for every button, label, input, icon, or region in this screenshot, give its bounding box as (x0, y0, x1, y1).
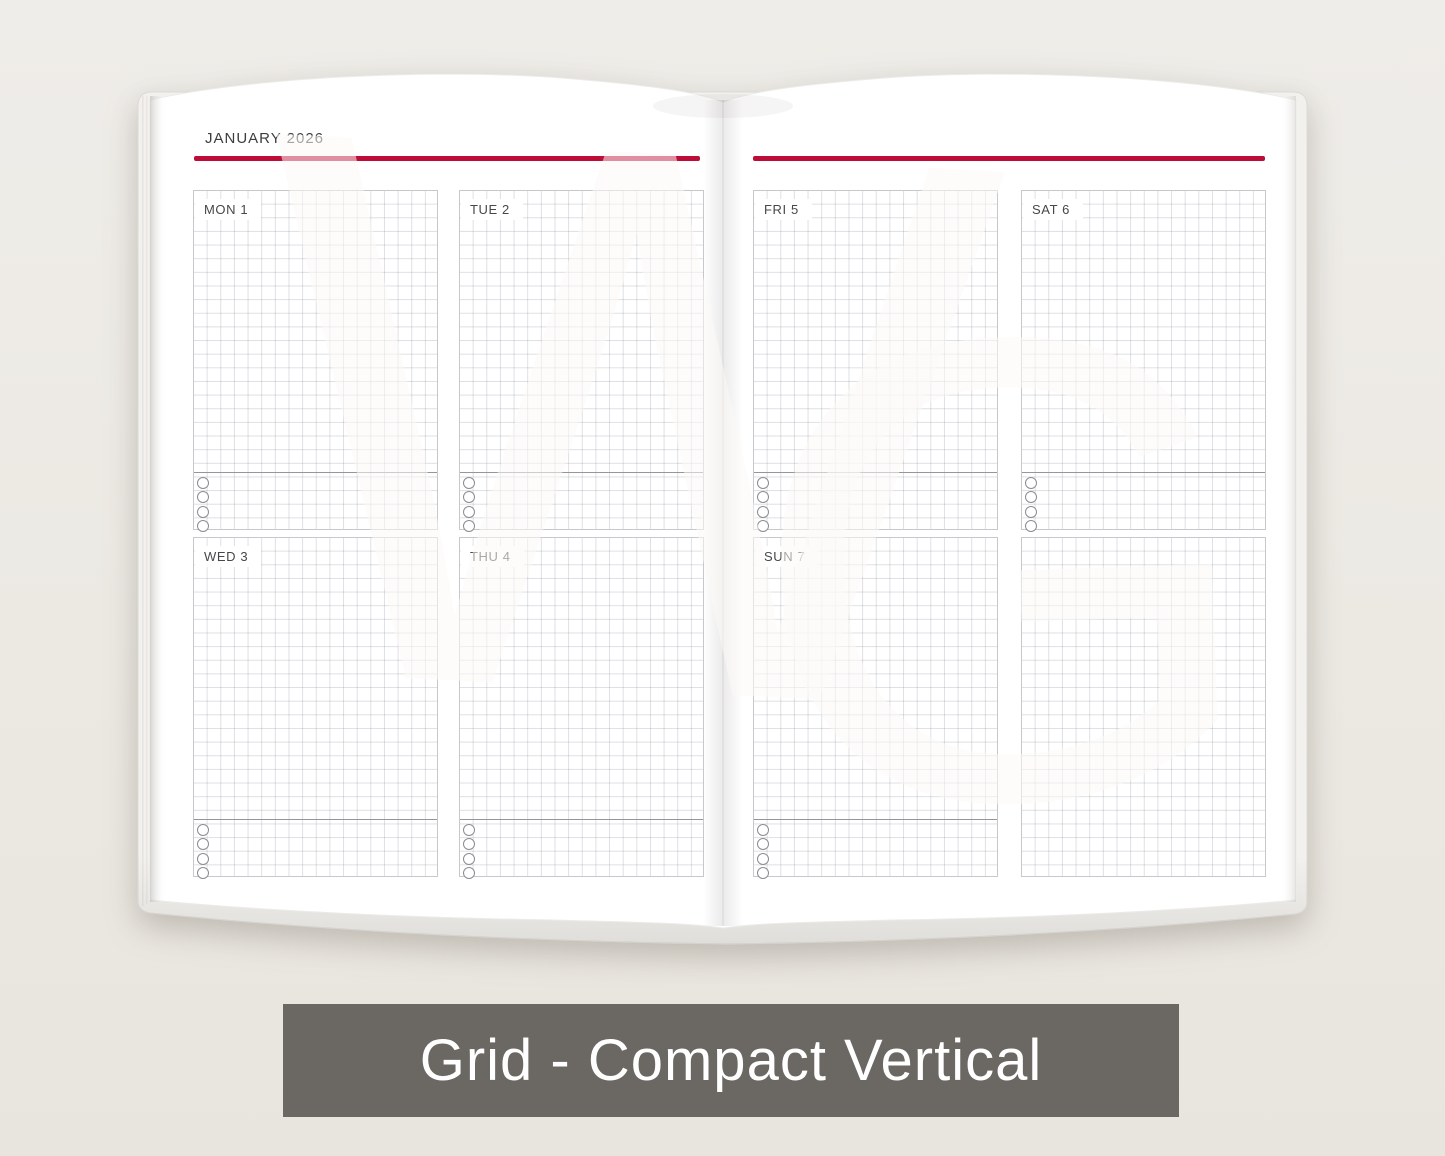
day-label: MON 1 (195, 199, 262, 220)
day-box-thu-4: THU 4 (459, 537, 704, 879)
day-box-sat-6: SAT 6 (1021, 190, 1266, 532)
task-circle (197, 824, 209, 836)
task-circle (757, 866, 769, 879)
book-gutter (703, 100, 743, 926)
task-circle (197, 519, 209, 532)
day-box-fri-5: FRI 5 (753, 190, 998, 532)
accent-rule-left (194, 156, 700, 161)
task-separator-line (460, 819, 703, 820)
task-circle (197, 477, 209, 489)
task-circle (757, 477, 769, 489)
task-separator-line (1022, 472, 1265, 473)
task-separator-line (194, 472, 437, 473)
task-circle (757, 824, 769, 836)
day-label: SAT 6 (1023, 199, 1083, 220)
task-checkbox-column (197, 824, 209, 881)
task-circle (463, 824, 475, 836)
task-circle (1025, 519, 1037, 532)
task-circle (463, 505, 475, 518)
task-circle (1025, 491, 1037, 504)
day-box-sun-7: SUN 7 (753, 537, 998, 879)
left-page-stack-edge (150, 96, 166, 902)
task-circle (463, 491, 475, 504)
task-circle (197, 852, 209, 865)
task-circle (757, 491, 769, 504)
task-checkbox-column (463, 477, 475, 534)
task-circle (463, 852, 475, 865)
task-circle (757, 519, 769, 532)
task-circle (757, 852, 769, 865)
task-checkbox-column (463, 824, 475, 881)
month-header: JANUARY 2026 (205, 130, 325, 147)
task-checkbox-column (757, 824, 769, 881)
day-label: TUE 2 (461, 199, 523, 220)
task-circle (757, 505, 769, 518)
task-checkbox-column (1025, 477, 1037, 534)
day-box-tue-2: TUE 2 (459, 190, 704, 532)
task-circle (197, 491, 209, 504)
day-box-mon-1: MON 1 (193, 190, 438, 532)
task-circle (197, 838, 209, 851)
task-circle (197, 866, 209, 879)
task-circle (197, 505, 209, 518)
caption-label: Grid - Compact Vertical (419, 1028, 1043, 1093)
task-separator-line (754, 819, 997, 820)
task-circle (463, 519, 475, 532)
task-separator-line (194, 819, 437, 820)
right-page-stack-edge (1280, 96, 1296, 902)
task-circle (463, 477, 475, 489)
accent-rule-right (753, 156, 1265, 161)
task-circle (757, 838, 769, 851)
caption-bar: Grid - Compact Vertical (283, 1004, 1179, 1117)
task-circle (463, 838, 475, 851)
task-circle (463, 866, 475, 879)
day-label: FRI 5 (755, 199, 812, 220)
task-circle (1025, 505, 1037, 518)
day-label: SUN 7 (755, 546, 819, 567)
day-box-wed-3: WED 3 (193, 537, 438, 879)
task-checkbox-column (197, 477, 209, 534)
task-circle (1025, 477, 1037, 489)
day-label: WED 3 (195, 546, 262, 567)
task-checkbox-column (757, 477, 769, 534)
task-separator-line (460, 472, 703, 473)
task-separator-line (754, 472, 997, 473)
day-label: THU 4 (461, 546, 524, 567)
notes-grid-box (1021, 537, 1266, 877)
